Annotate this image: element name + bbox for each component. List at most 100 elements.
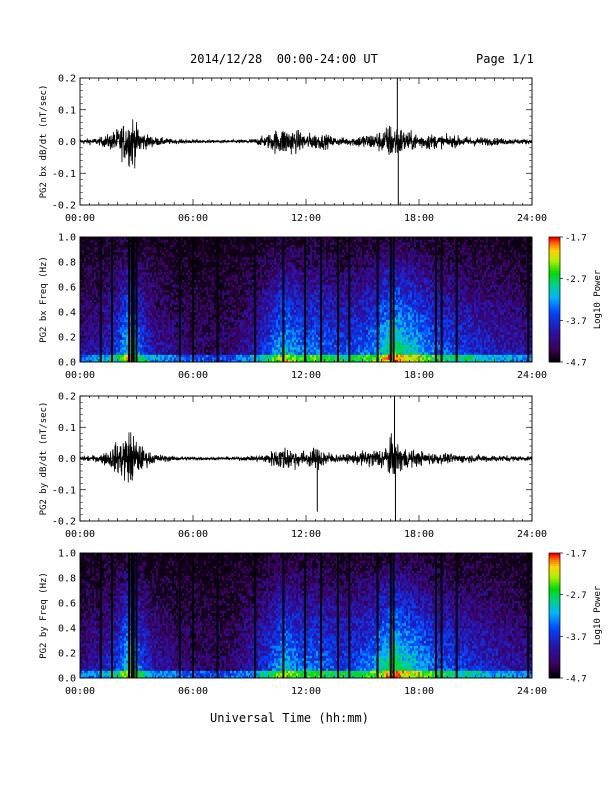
- spectrogram-cell: [144, 347, 146, 350]
- spectrogram-cell: [124, 275, 126, 278]
- spectrogram-cell: [106, 290, 108, 293]
- spectrogram-cell: [140, 307, 142, 310]
- spectrogram-cell: [90, 260, 92, 263]
- spectrogram-cell: [90, 357, 92, 360]
- spectrogram-cell: [148, 332, 150, 335]
- spectrogram-cell: [140, 255, 142, 258]
- spectrogram-cell: [146, 357, 148, 360]
- spectrogram-cell: [148, 260, 150, 263]
- spectrogram-cell: [96, 275, 98, 278]
- spectrogram-cell: [144, 260, 146, 263]
- spectrogram-cell: [146, 295, 148, 298]
- spectrogram-cell: [94, 262, 96, 265]
- spectrogram-cell: [102, 347, 104, 350]
- spectrogram-cell: [116, 247, 118, 250]
- spectrogram-cell: [86, 247, 88, 250]
- spectrogram-cell: [148, 337, 150, 340]
- spectrogram-cell: [114, 242, 116, 245]
- spectrogram-cell: [94, 335, 96, 338]
- spectrogram-cell: [82, 317, 84, 320]
- spectrogram-cell: [88, 262, 90, 265]
- spectrogram-cell: [120, 317, 122, 320]
- spectrogram-cell: [150, 242, 152, 245]
- spectrogram-cell: [152, 347, 154, 350]
- spectrogram-cell: [88, 290, 90, 293]
- spectrogram-cell: [144, 290, 146, 293]
- spectrogram-cell: [84, 347, 86, 350]
- spectrogram-cell: [96, 350, 98, 353]
- spectrogram-cell: [108, 325, 110, 328]
- spectrogram-cell: [90, 307, 92, 310]
- spectrogram-cell: [102, 340, 104, 343]
- spectrogram-cell: [122, 307, 124, 310]
- spectrogram-cell: [116, 327, 118, 330]
- spectrogram-cell: [94, 285, 96, 288]
- spectrogram-cell: [106, 280, 108, 283]
- spectrogram-cell: [106, 297, 108, 300]
- spectrogram-cell: [92, 295, 94, 298]
- spectrogram-cell: [114, 335, 116, 338]
- spectrogram-cell: [138, 255, 140, 258]
- spectrogram-cell: [90, 295, 92, 298]
- spectrogram-cell: [118, 245, 120, 248]
- spectrogram-cell: [90, 327, 92, 330]
- spectrogram-cell: [106, 287, 108, 290]
- spectrogram-cell: [104, 265, 106, 268]
- spectrogram-cell: [86, 265, 88, 268]
- spectrogram-cell: [84, 280, 86, 283]
- spectrogram-cell: [120, 337, 122, 340]
- spectrogram-cell: [94, 337, 96, 340]
- spectrogram-cell: [92, 335, 94, 338]
- spectrogram-cell: [142, 350, 144, 353]
- spectrogram-cell: [108, 330, 110, 333]
- spectrogram-cell: [116, 272, 118, 275]
- spectrogram-cell: [142, 355, 144, 358]
- spectrogram-cell: [96, 267, 98, 270]
- spectrogram-cell: [104, 295, 106, 298]
- spectrogram-cell: [88, 245, 90, 248]
- spectrogram-cell: [120, 242, 122, 245]
- spectrogram-cell: [144, 312, 146, 315]
- spectrogram-cell: [140, 327, 142, 330]
- spectrogram-cell: [106, 320, 108, 323]
- spectrogram-cell: [88, 297, 90, 300]
- spectrogram-cell: [148, 245, 150, 248]
- spectrogram-cell: [102, 357, 104, 360]
- spectrogram-cell: [114, 252, 116, 255]
- spectrogram-cell: [106, 345, 108, 348]
- spectrogram-cell: [118, 275, 120, 278]
- spectrogram-cell: [142, 242, 144, 245]
- spectrogram-cell: [144, 332, 146, 335]
- spectrogram-cell: [140, 355, 142, 358]
- spectrogram-cell: [124, 350, 126, 353]
- spectrogram-cell: [118, 262, 120, 265]
- spectrogram-cell: [116, 305, 118, 308]
- spectrogram-cell: [142, 252, 144, 255]
- spectrogram-cell: [108, 310, 110, 313]
- spectrogram-cell: [140, 295, 142, 298]
- spectrogram-cell: [106, 252, 108, 255]
- spectrogram-cell: [122, 287, 124, 290]
- spectrogram-cell: [88, 300, 90, 303]
- spectrogram-cell: [116, 270, 118, 273]
- spectrogram-cell: [146, 255, 148, 258]
- spectrogram-cell: [84, 330, 86, 333]
- spectrogram-cell: [126, 255, 128, 258]
- x-tick-label: 06:00: [178, 213, 208, 224]
- spectrogram-cell: [120, 287, 122, 290]
- spectrogram-cell: [116, 320, 118, 323]
- spectrogram-cell: [148, 330, 150, 333]
- spectrogram-cell: [84, 257, 86, 260]
- spectrogram-cell: [96, 270, 98, 273]
- spectrogram-cell: [122, 302, 124, 305]
- spectrogram-cell: [146, 342, 148, 345]
- spectrogram-cell: [148, 340, 150, 343]
- spectrogram-cell: [122, 310, 124, 313]
- spectrogram-cell: [104, 315, 106, 318]
- spectrogram-cell: [142, 280, 144, 283]
- spectrogram-cell: [118, 317, 120, 320]
- spectrogram-cell: [124, 307, 126, 310]
- spectrogram-cell: [148, 302, 150, 305]
- spectrogram-cell: [138, 335, 140, 338]
- spectrogram-cell: [152, 317, 154, 320]
